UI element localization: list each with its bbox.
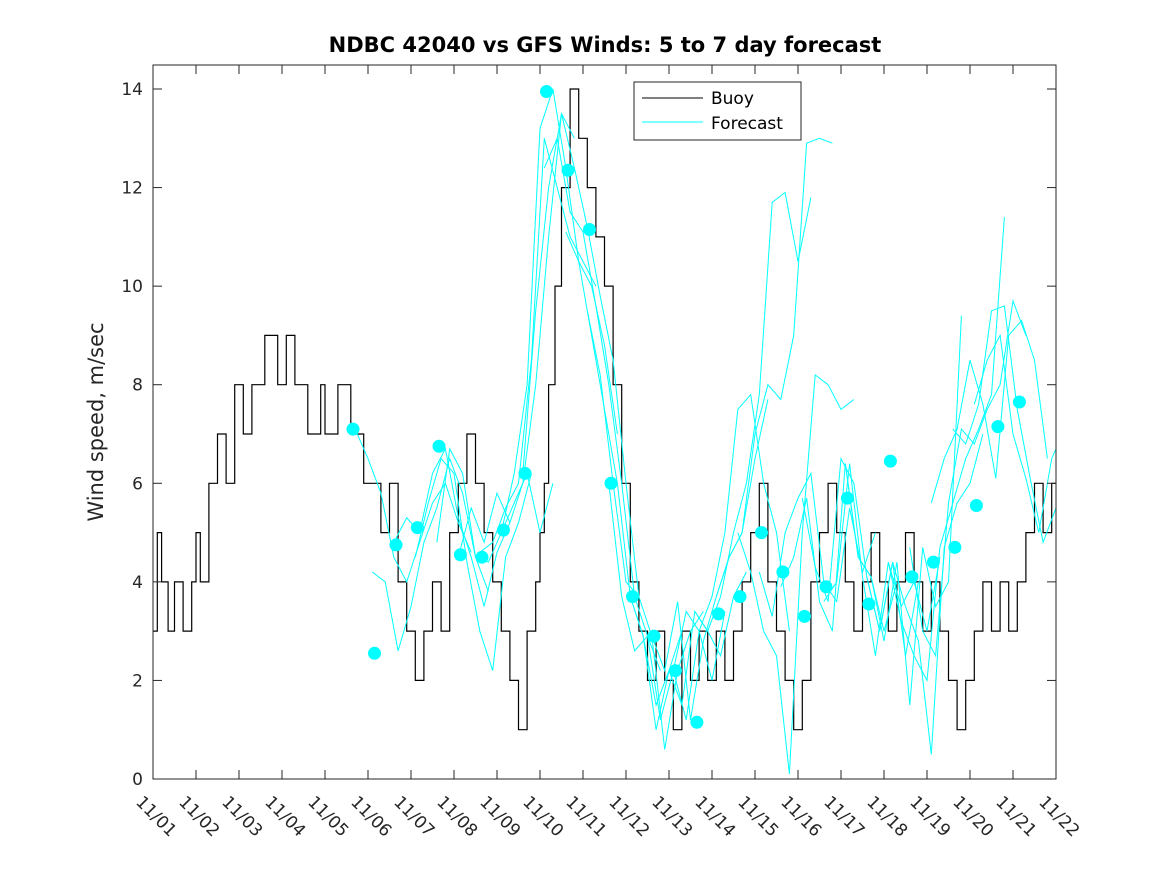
y-tick-label: 8 [132, 376, 143, 396]
forecast-run-line-29 [952, 305, 1057, 545]
plot-area: 11/0111/0211/0311/0411/0511/0611/0711/08… [121, 64, 1083, 841]
forecast-marker-point [647, 629, 661, 643]
forecast-marker-point [518, 466, 532, 480]
forecast-run-line-25 [866, 433, 984, 755]
forecast-run-line-24 [844, 315, 962, 706]
forecast-run-line-14 [629, 571, 747, 730]
forecast-run-line-12 [586, 310, 704, 750]
forecast-run-line-4 [414, 457, 532, 671]
forecast-marker-point [712, 607, 725, 621]
forecast-run-line-23 [823, 463, 941, 656]
forecast-marker-point [969, 499, 983, 512]
forecast-marker-point [776, 565, 790, 579]
forecast-run-line-19 [737, 373, 855, 775]
forecast-run-line-5 [436, 447, 554, 563]
y-tick-label: 0 [132, 770, 143, 790]
forecast-run-line-21 [780, 463, 898, 632]
y-tick-label: 6 [132, 474, 143, 494]
forecast-marker-point [1012, 395, 1026, 409]
forecast-marker-point [690, 715, 704, 729]
forecast-marker-point [604, 476, 618, 490]
y-tick-label: 14 [121, 80, 143, 100]
forecast-run-line-30 [973, 333, 1057, 533]
forecast-marker-point [410, 521, 424, 535]
axes-box [152, 64, 1057, 780]
forecast-marker-point [368, 646, 381, 660]
forecast-marker-point [840, 491, 854, 505]
forecast-run-line-11 [565, 231, 683, 707]
forecast-series-layer [354, 88, 1057, 775]
forecast-marker-layer [346, 85, 1026, 729]
legend: Buoy Forecast [633, 81, 802, 141]
forecast-run-line-10 [543, 136, 661, 671]
forecast-marker-point [905, 570, 919, 584]
y-axis-label: Wind speed, m/sec [84, 322, 108, 521]
axes-background [153, 65, 1056, 779]
forecast-marker-point [453, 548, 467, 562]
forecast-run-line-15 [651, 399, 769, 720]
buoy-series-layer [153, 88, 1056, 731]
forecast-marker-point [862, 597, 876, 611]
chart-title: NDBC 42040 vs GFS Winds: 5 to 7 day fore… [329, 33, 882, 57]
forecast-marker-point [883, 454, 897, 468]
forecast-run-line-9 [522, 113, 640, 597]
forecast-run-line-1 [354, 428, 472, 584]
forecast-marker-point [626, 590, 639, 604]
forecast-marker-point [755, 526, 768, 540]
forecast-marker-point [926, 555, 940, 569]
forecast-run-line-13 [608, 483, 726, 721]
y-tick-label: 12 [121, 179, 143, 199]
legend-forecast-label: Forecast [711, 114, 783, 134]
buoy-series-line [153, 88, 1056, 731]
y-tick-label: 2 [132, 671, 143, 691]
forecast-run-line-6 [457, 111, 575, 558]
forecast-marker-point [496, 523, 510, 537]
legend-box [633, 81, 802, 141]
forecast-run-line-16 [672, 393, 790, 721]
y-tick-label: 4 [132, 573, 143, 593]
forecast-run-line-28 [930, 319, 1048, 504]
forecast-marker-point [669, 664, 682, 678]
forecast-marker-point [798, 609, 811, 623]
forecast-marker-point [432, 439, 446, 453]
forecast-marker-point [583, 223, 596, 236]
forecast-marker-point [991, 420, 1005, 434]
forecast-marker-point [948, 540, 962, 554]
forecast-marker-point [819, 580, 833, 594]
legend-buoy-label: Buoy [711, 89, 754, 109]
forecast-marker-point [475, 550, 489, 564]
y-axis-ticks: 0 2 4 6 8 10 12 14 [121, 80, 1056, 790]
forecast-run-line-2 [371, 456, 489, 652]
forecast-marker-point [733, 590, 747, 604]
forecast-marker-point [561, 163, 575, 177]
forecast-marker-point [346, 422, 360, 436]
forecast-marker-point [540, 85, 553, 98]
forecast-run-line-18 [715, 137, 833, 597]
forecast-marker-point [389, 538, 403, 552]
y-tick-label: 10 [121, 277, 143, 297]
